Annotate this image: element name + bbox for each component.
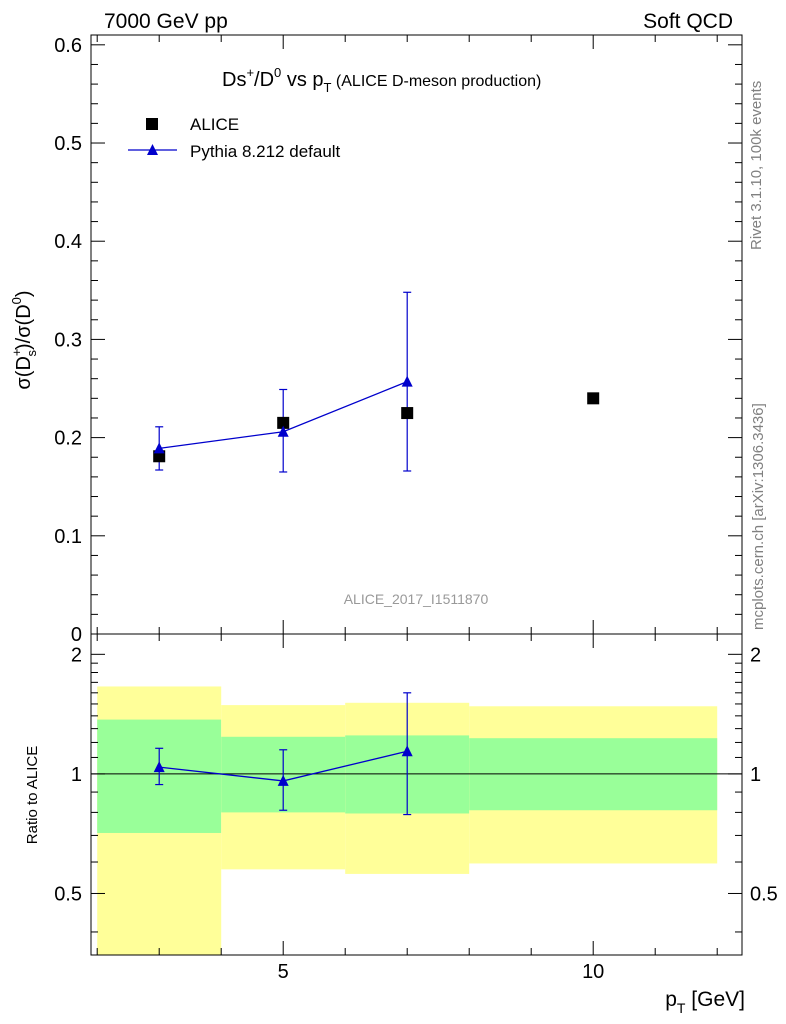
header-right-label: Soft QCD xyxy=(643,10,733,33)
ratio-y-tick-label: 1 xyxy=(71,764,82,786)
pythia-data-point xyxy=(401,375,413,387)
legend-pythia-label: Pythia 8.212 default xyxy=(190,142,341,161)
analysis-id-label: ALICE_2017_I1511870 xyxy=(344,591,489,607)
main-y-tick-label: 0.1 xyxy=(54,526,82,548)
main-y-tick-label: 0.4 xyxy=(54,231,82,253)
main-y-tick-label: 0.5 xyxy=(54,133,82,155)
main-y-tick-label: 0 xyxy=(71,624,82,646)
ratio-y-tick-label: 2 xyxy=(71,644,82,666)
ratio-data-point xyxy=(277,774,289,786)
axis-ticks-group xyxy=(91,35,742,955)
x-tick-label: 5 xyxy=(278,961,289,983)
alice-data-point xyxy=(401,407,414,420)
alice-data-point xyxy=(587,392,600,405)
legend-alice-label: ALICE xyxy=(190,115,239,134)
ratio-y-axis-label: Ratio to ALICE xyxy=(24,746,41,844)
chart-title: Ds+/D0 vs pT (ALICE D-meson production) xyxy=(222,65,541,95)
main-y-axis-label: σ(D+s)/σ(D0) xyxy=(9,290,39,389)
ratio-y-tick-label: 0.5 xyxy=(54,883,82,905)
main-y-tick-label: 0.2 xyxy=(54,428,82,450)
main-plot-frame xyxy=(90,34,743,635)
ratio-plot-frame xyxy=(90,633,743,956)
rivet-info-label: Rivet 3.1.10, 100k events xyxy=(748,81,765,250)
x-axis-label: pT [GeV] xyxy=(665,988,745,1016)
legend-alice-marker xyxy=(146,118,158,130)
ratio-series-group xyxy=(153,692,413,816)
pythia-data-point xyxy=(153,442,165,454)
mcplots-info-label: mcplots.cern.ch [arXiv:1306.3436] xyxy=(750,403,767,630)
x-tick-label: 10 xyxy=(582,961,604,983)
ratio-data-point xyxy=(401,745,413,757)
ratio-data-point xyxy=(153,761,165,773)
main-y-tick-label: 0.3 xyxy=(54,329,82,351)
header-left-label: 7000 GeV pp xyxy=(104,10,228,33)
ratio-y-tick-label-right: 2 xyxy=(750,644,761,666)
legend-pythia-marker xyxy=(147,144,158,155)
main-y-tick-label: 0.6 xyxy=(54,35,82,57)
main-series-group xyxy=(153,291,600,473)
ratio-y-tick-label-right: 0.5 xyxy=(750,883,778,905)
alice-data-point xyxy=(277,416,290,429)
pythia-data-point xyxy=(277,425,289,437)
ratio-y-tick-label-right: 1 xyxy=(750,764,761,786)
axis-tick-labels-group: 0 0.1 0.2 0.3 0.4 0.5 0.6 0.5 0.5 1 1 2 2 5 10 xyxy=(54,35,778,983)
